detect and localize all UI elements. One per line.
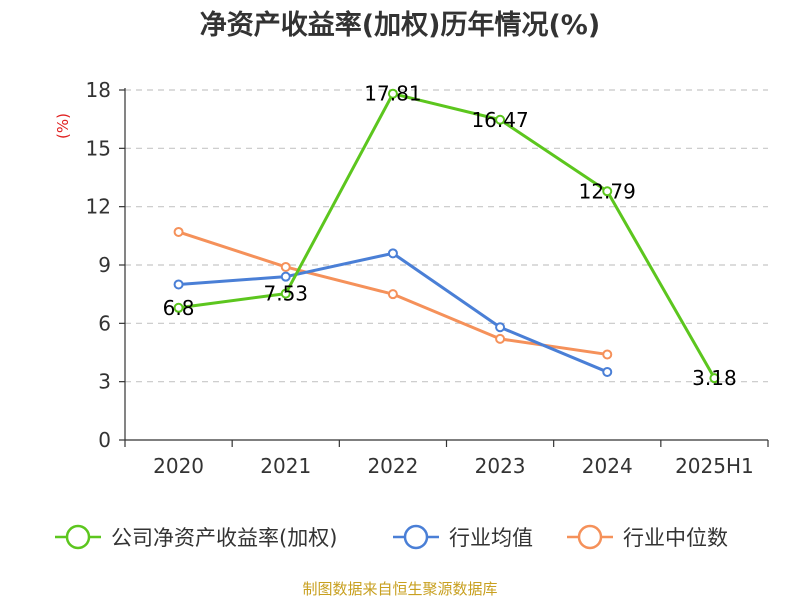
data-point: [173, 279, 184, 290]
data-point: [495, 114, 506, 125]
series-2: [173, 226, 613, 360]
x-tick-label: 2020: [153, 454, 204, 478]
y-tick-label: 18: [86, 78, 111, 102]
data-point: [495, 333, 506, 344]
y-tick-label: 0: [98, 428, 111, 452]
data-point: [602, 349, 613, 360]
data-label: 6.8: [163, 296, 195, 320]
legend: 公司净资产收益率(加权) 行业均值 行业中位数: [55, 524, 728, 550]
data-point: [602, 186, 613, 197]
series-line: [178, 251, 608, 374]
y-tick-label: 9: [98, 253, 111, 277]
data-point: [280, 288, 291, 299]
data-label: 12.79: [579, 179, 636, 203]
data-point: [280, 271, 291, 282]
y-tick-label: 3: [98, 370, 111, 394]
x-tick-label: 2025H1: [675, 454, 754, 478]
data-point: [495, 322, 506, 333]
legend-marker: [577, 524, 603, 550]
axes: 0 3 6 9 12 15 18 2020 2021 2022 2023 2024 2025H1: [86, 78, 769, 478]
legend-item: 公司净资产收益率(加权): [55, 524, 337, 550]
legend-item: 行业中位数: [567, 524, 728, 550]
data-point: [173, 302, 184, 313]
data-point: [387, 289, 398, 300]
data-label: 7.53: [263, 282, 308, 306]
source-note: 制图数据来自恒生聚源数据库: [302, 580, 497, 598]
y-tick-label: 6: [98, 311, 111, 335]
data-label: 17.81: [364, 82, 421, 106]
x-tick-label: 2021: [260, 454, 311, 478]
legend-marker: [65, 524, 91, 550]
series-line: [178, 92, 716, 379]
y-tick-label: 12: [86, 195, 111, 219]
grid-lines: [125, 89, 768, 383]
x-tick-label: 2022: [367, 454, 418, 478]
legend-label: 公司净资产收益率(加权): [111, 526, 337, 550]
series-1: [173, 248, 613, 377]
data-point: [387, 248, 398, 259]
data-point: [173, 226, 184, 237]
legend-label: 行业均值: [449, 526, 533, 550]
data-point: [602, 366, 613, 377]
legend-marker: [403, 524, 429, 550]
data-labels: 6.8 7.53 17.81 16.47 12.79 3.18: [163, 82, 737, 390]
series-lines: [173, 88, 720, 384]
x-tick-label: 2023: [475, 454, 526, 478]
data-point: [280, 261, 291, 272]
y-tick-label: 15: [86, 136, 111, 160]
data-point: [387, 88, 398, 99]
legend-item: 行业均值: [393, 524, 533, 550]
chart-title: 净资产收益率(加权)历年情况(%): [200, 9, 600, 41]
legend-label: 行业中位数: [623, 526, 728, 550]
data-label: 3.18: [692, 366, 737, 390]
data-label: 16.47: [471, 108, 528, 132]
data-point: [709, 373, 720, 384]
y-axis-unit-label: (%): [54, 113, 72, 139]
series-0: [173, 88, 720, 384]
x-tick-label: 2024: [582, 454, 633, 478]
